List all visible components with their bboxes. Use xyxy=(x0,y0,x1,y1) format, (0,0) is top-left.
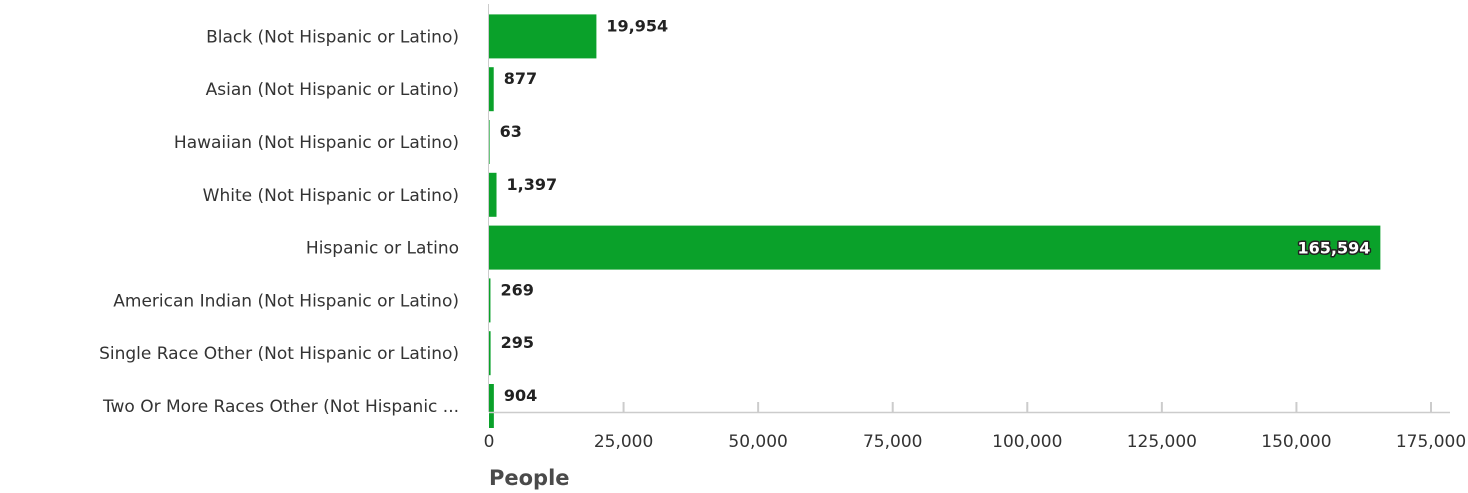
bar xyxy=(489,14,597,59)
data-label: 295 xyxy=(501,333,534,352)
data-label: 19,954 xyxy=(606,16,668,35)
bar xyxy=(489,384,494,428)
data-label: 904 xyxy=(504,386,537,405)
x-tick-label: 0 xyxy=(484,432,495,452)
bar xyxy=(489,278,491,323)
category-label: White (Not Hispanic or Latino) xyxy=(203,186,459,206)
bars-layer: 19,954 877 63 1,397 165,594 269 295 904 xyxy=(489,14,1381,428)
x-tick-label: 100,000 xyxy=(992,432,1062,452)
x-axis: 0 25,000 50,000 75,000 100,000 125,000 150,000… xyxy=(484,4,1466,452)
bar xyxy=(489,67,494,112)
bar xyxy=(489,172,497,217)
category-label: American Indian (Not Hispanic or Latino) xyxy=(113,291,459,311)
data-label: 63 xyxy=(500,122,522,141)
category-label: Black (Not Hispanic or Latino) xyxy=(206,27,459,47)
x-tick-label: 50,000 xyxy=(728,432,787,452)
data-label: 877 xyxy=(504,69,537,88)
x-tick-label: 25,000 xyxy=(594,432,653,452)
data-label: 269 xyxy=(500,280,533,299)
category-label: Single Race Other (Not Hispanic or Latin… xyxy=(99,344,459,364)
x-axis-title: People xyxy=(489,466,570,490)
category-label: Hispanic or Latino xyxy=(306,239,459,259)
bar xyxy=(489,331,491,376)
bar xyxy=(489,225,1381,270)
x-tick-label: 175,000 xyxy=(1396,432,1466,452)
data-label: 165,594 xyxy=(1297,239,1370,258)
x-tick-label: 125,000 xyxy=(1127,432,1197,452)
category-label: Two Or More Races Other (Not Hispanic ..… xyxy=(102,397,459,417)
category-label: Hawaiian (Not Hispanic or Latino) xyxy=(174,133,459,153)
category-label: Asian (Not Hispanic or Latino) xyxy=(206,80,459,100)
x-tick-label: 150,000 xyxy=(1261,432,1331,452)
category-labels: Black (Not Hispanic or Latino) Asian (Not… xyxy=(99,27,459,417)
x-tick-label: 75,000 xyxy=(863,432,922,452)
bar xyxy=(489,120,490,164)
data-label: 1,397 xyxy=(507,175,558,194)
